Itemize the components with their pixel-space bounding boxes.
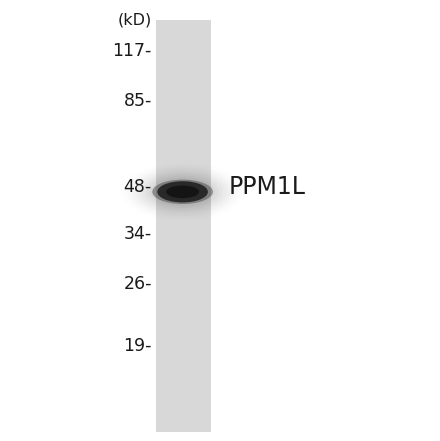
Text: 34-: 34- [124,225,152,243]
Ellipse shape [152,179,213,204]
Bar [156,20,211,432]
Text: (kD): (kD) [117,12,152,27]
Text: 48-: 48- [124,179,152,196]
Text: 117-: 117- [113,42,152,60]
Ellipse shape [157,181,208,202]
Text: PPM1L: PPM1L [229,176,306,199]
Text: 85-: 85- [124,93,152,110]
Ellipse shape [166,186,199,198]
Text: 26-: 26- [123,276,152,293]
Text: 19-: 19- [123,337,152,355]
